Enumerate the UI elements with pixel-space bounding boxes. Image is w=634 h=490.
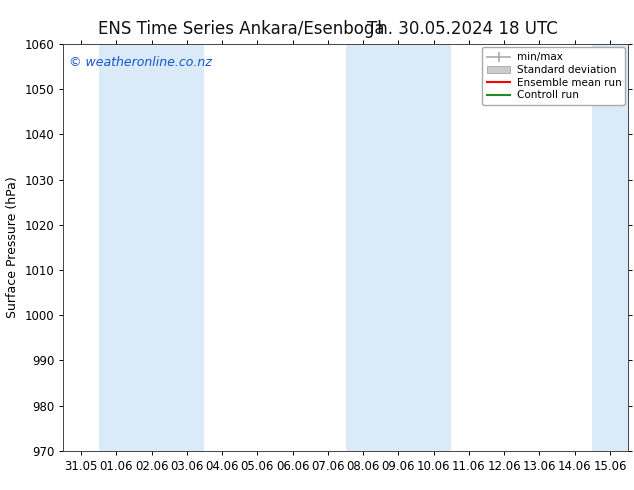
Text: © weatheronline.co.nz: © weatheronline.co.nz [69,56,212,69]
Text: Th. 30.05.2024 18 UTC: Th. 30.05.2024 18 UTC [368,20,558,38]
Bar [346,44,451,451]
Y-axis label: Surface Pressure (hPa): Surface Pressure (hPa) [6,176,19,318]
Bar [99,44,205,451]
Text: ENS Time Series Ankara/Esenboga: ENS Time Series Ankara/Esenboga [98,20,384,38]
Legend: min/max, Standard deviation, Ensemble mean run, Controll run: min/max, Standard deviation, Ensemble me… [482,47,624,105]
Bar [592,44,628,451]
